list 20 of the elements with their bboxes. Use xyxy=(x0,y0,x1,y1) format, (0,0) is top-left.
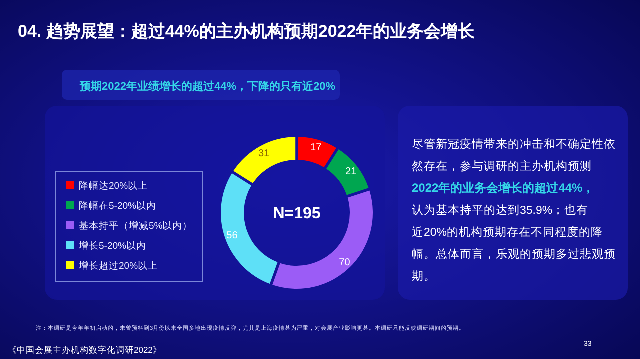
data-label: 56 xyxy=(226,230,238,242)
legend-label: 基本持平（增减5%以内） xyxy=(79,220,193,232)
text: 认为基本持平的达到35.9%；也有近20%的机构预期存在不同程度的降幅。总体而言，乐观的预期多过悲观预期。 xyxy=(412,204,616,283)
text: 2022年的业务会增长的超过44%， xyxy=(412,181,595,195)
donut-slice xyxy=(298,137,336,168)
chart-subtitle: 预期2022年业绩增长的超过44%，下降的只有近20% xyxy=(79,80,336,93)
text: 尽管新冠疫情带来的冲击和不确定性依然存在，参与调研的主办机构预测 xyxy=(412,137,616,173)
donut-slice xyxy=(234,137,296,184)
legend-label: 增长5-20%以内 xyxy=(78,240,146,252)
legend-label: 降幅达20%以上 xyxy=(79,180,148,192)
legend-label: 降幅在5-20%以内 xyxy=(79,200,156,212)
text: 《中国会展主办机构数字化调研2022》 xyxy=(8,345,162,355)
chart-title: 04. 趋势展望：超过44%的主办机构预期2022年的业务会增长 xyxy=(18,22,476,41)
legend-label: 增长超过20%以上 xyxy=(78,260,158,272)
donut-slice xyxy=(326,150,369,196)
data-label: 17 xyxy=(310,142,322,154)
text: N=195 xyxy=(273,206,321,223)
data-label: 21 xyxy=(346,166,358,178)
data-label: 70 xyxy=(339,258,351,269)
data-label: 31 xyxy=(258,148,270,160)
